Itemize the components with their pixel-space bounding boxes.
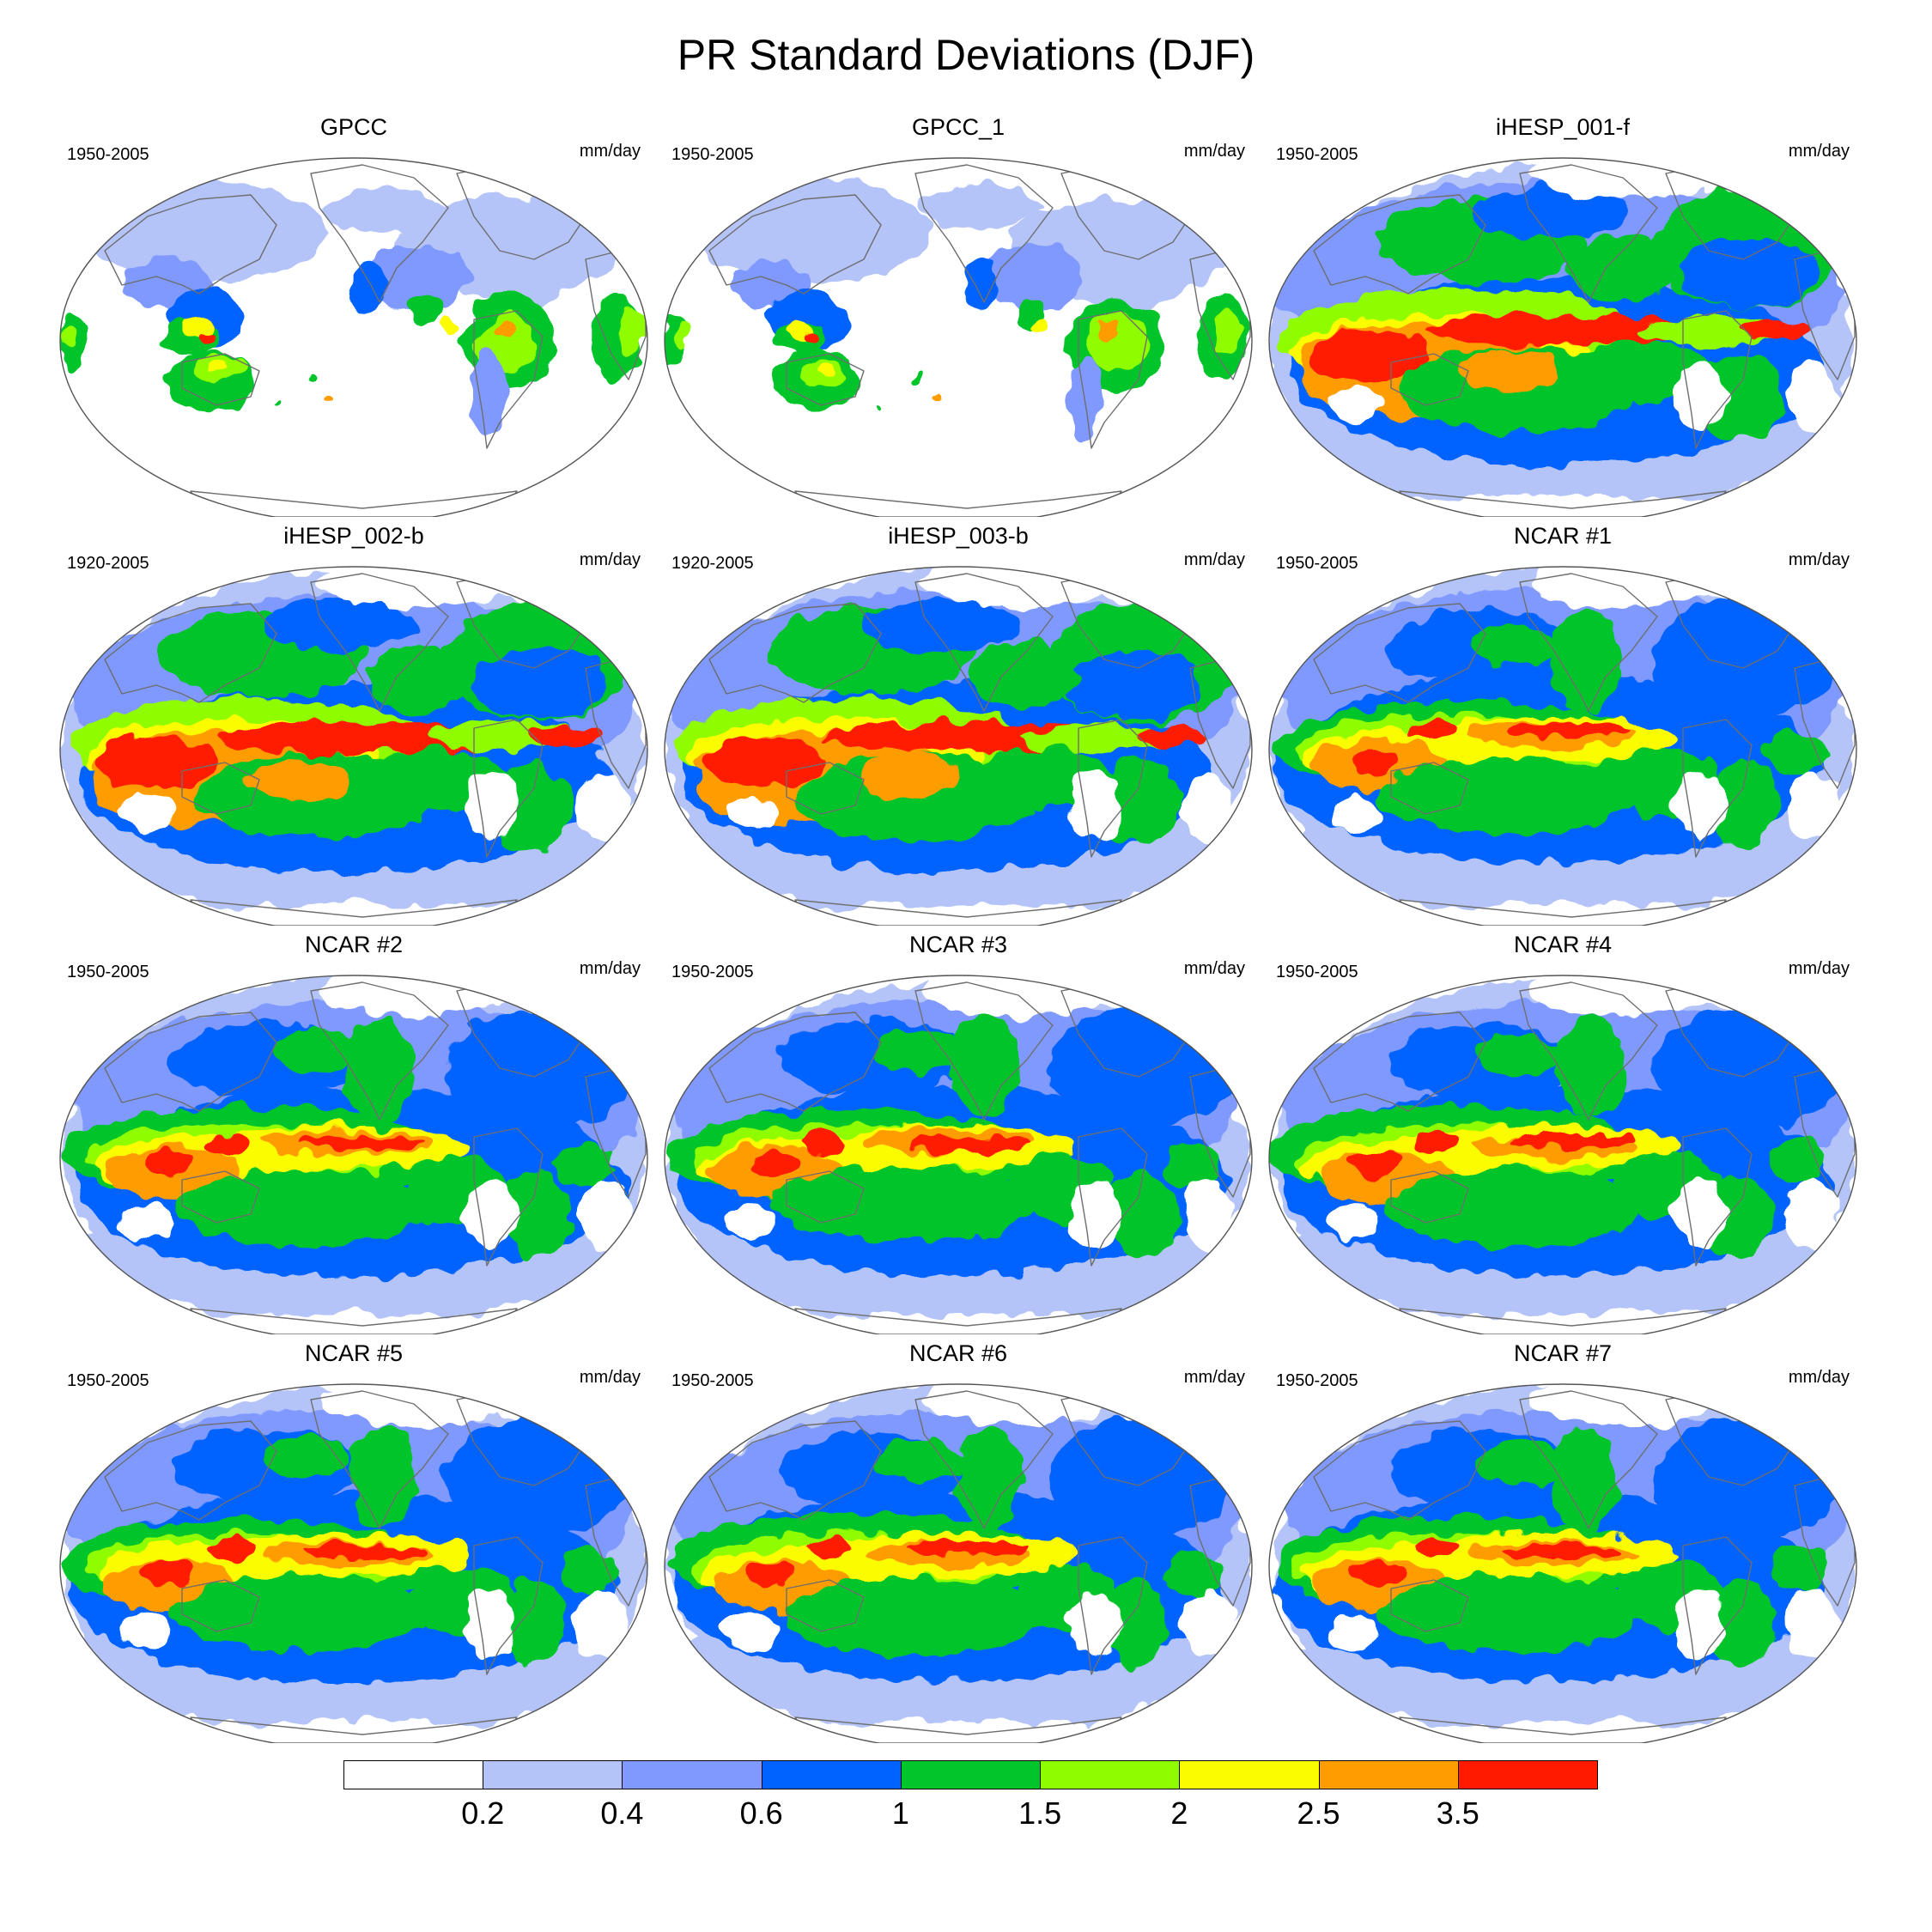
colorbar-swatch: [761, 1760, 902, 1789]
world-map: [664, 157, 1253, 517]
panel-units: mm/day: [1183, 959, 1245, 978]
map-panel: NCAR #1 1950-2005 mm/day: [1262, 522, 1863, 926]
map-panel: iHESP_003-b 1920-2005 mm/day: [658, 522, 1259, 926]
colorbar-swatch: [1040, 1760, 1181, 1789]
panel-title: NCAR #3: [908, 932, 1008, 957]
panel-title: NCAR #1: [1513, 523, 1613, 549]
map-panel: NCAR #7 1950-2005 mm/day: [1262, 1340, 1863, 1743]
precip-field: [60, 180, 645, 437]
colorbar-tick-label: 1: [891, 1795, 909, 1831]
panel-period: 1950-2005: [671, 145, 754, 164]
panel-period: 1950-2005: [67, 1371, 149, 1390]
panel-title: iHESP_001-f: [1495, 114, 1631, 140]
precip-field: [60, 567, 644, 926]
map-panel: NCAR #6 1950-2005 mm/day: [658, 1340, 1259, 1743]
panel-units: mm/day: [1183, 550, 1245, 569]
panel-title: iHESP_003-b: [888, 523, 1029, 549]
panel-title: NCAR #5: [304, 1340, 404, 1366]
precip-field: [1269, 567, 1854, 926]
colorbar-swatch: [900, 1760, 1042, 1789]
panel-title: GPCC_1: [911, 114, 1005, 140]
precip-field: [665, 567, 1249, 926]
world-map: [1268, 157, 1857, 517]
map-panel: iHESP_002-b 1920-2005 mm/day: [53, 522, 654, 926]
map-panel: NCAR #5 1950-2005 mm/day: [53, 1340, 654, 1743]
panel-units: mm/day: [1788, 142, 1850, 161]
panel-units: mm/day: [1788, 550, 1850, 569]
world-map: [59, 1383, 648, 1743]
map-panel: NCAR #3 1950-2005 mm/day: [658, 931, 1259, 1334]
world-map: [1268, 1383, 1857, 1743]
colorbar-swatch: [1457, 1760, 1598, 1789]
panel-period: 1950-2005: [1276, 554, 1358, 573]
panel-units: mm/day: [579, 1368, 641, 1387]
world-map: [664, 1383, 1253, 1743]
panel-units: mm/day: [1788, 959, 1850, 978]
map-panel: NCAR #2 1950-2005 mm/day: [53, 931, 654, 1334]
colorbar-tick-label: 3.5: [1436, 1795, 1479, 1831]
panel-period: 1920-2005: [671, 554, 754, 573]
precip-field: [1273, 1384, 1856, 1743]
colorbar-tick-label: 2.5: [1297, 1795, 1340, 1831]
figure-title: PR Standard Deviations (DJF): [677, 31, 1255, 79]
panel-period: 1950-2005: [1276, 1371, 1358, 1390]
colorbar-swatch: [1179, 1760, 1320, 1789]
panel-period: 1950-2005: [67, 145, 149, 164]
colorbar-tick-label: 1.5: [1018, 1795, 1062, 1831]
panel-units: mm/day: [1183, 1368, 1245, 1387]
panel-units: mm/day: [579, 142, 641, 161]
panel-title: NCAR #2: [304, 932, 404, 957]
colorbar-tick-label: 0.6: [739, 1795, 783, 1831]
colorbar-swatch: [483, 1760, 623, 1789]
panel-period: 1950-2005: [1276, 145, 1358, 164]
panel-title: NCAR #6: [908, 1340, 1008, 1366]
world-map: [59, 975, 648, 1334]
precip-field: [1269, 158, 1853, 517]
map-panel: GPCC 1950-2005 mm/day: [53, 113, 654, 517]
colorbar: [343, 1760, 1598, 1789]
colorbar-swatch: [1318, 1760, 1459, 1789]
world-map: [1268, 566, 1857, 926]
panel-title: NCAR #7: [1513, 1340, 1613, 1366]
colorbar-swatch: [622, 1760, 762, 1789]
precip-field: [61, 975, 646, 1334]
world-map: [59, 157, 648, 517]
colorbar-tick-label: 0.2: [461, 1795, 505, 1831]
precip-field: [60, 1384, 647, 1743]
map-panel: GPCC_1 1950-2005 mm/day: [658, 113, 1259, 517]
panel-title: GPCC: [319, 114, 387, 140]
panel-units: mm/day: [579, 550, 641, 569]
world-map: [1268, 975, 1857, 1334]
panel-period: 1950-2005: [67, 963, 149, 981]
panel-period: 1950-2005: [1276, 963, 1358, 981]
panel-units: mm/day: [1788, 1368, 1850, 1387]
map-panel: NCAR #4 1950-2005 mm/day: [1262, 931, 1863, 1334]
panel-period: 1920-2005: [67, 554, 149, 573]
panel-units: mm/day: [579, 959, 641, 978]
precip-field: [1269, 975, 1856, 1334]
world-map: [59, 566, 648, 926]
world-map: [664, 975, 1253, 1334]
map-panel: iHESP_001-f 1950-2005 mm/day: [1262, 113, 1863, 517]
colorbar-swatch: [343, 1760, 484, 1789]
panel-period: 1950-2005: [671, 963, 754, 981]
panel-title: iHESP_002-b: [283, 523, 424, 549]
colorbar-tick-label: 0.4: [600, 1795, 644, 1831]
panel-title: NCAR #4: [1513, 932, 1613, 957]
precip-field: [667, 1384, 1252, 1743]
colorbar-tick-label: 2: [1170, 1795, 1188, 1831]
panel-units: mm/day: [1183, 142, 1245, 161]
panel-period: 1950-2005: [671, 1371, 754, 1390]
world-map: [664, 566, 1253, 926]
precip-field: [665, 975, 1251, 1334]
